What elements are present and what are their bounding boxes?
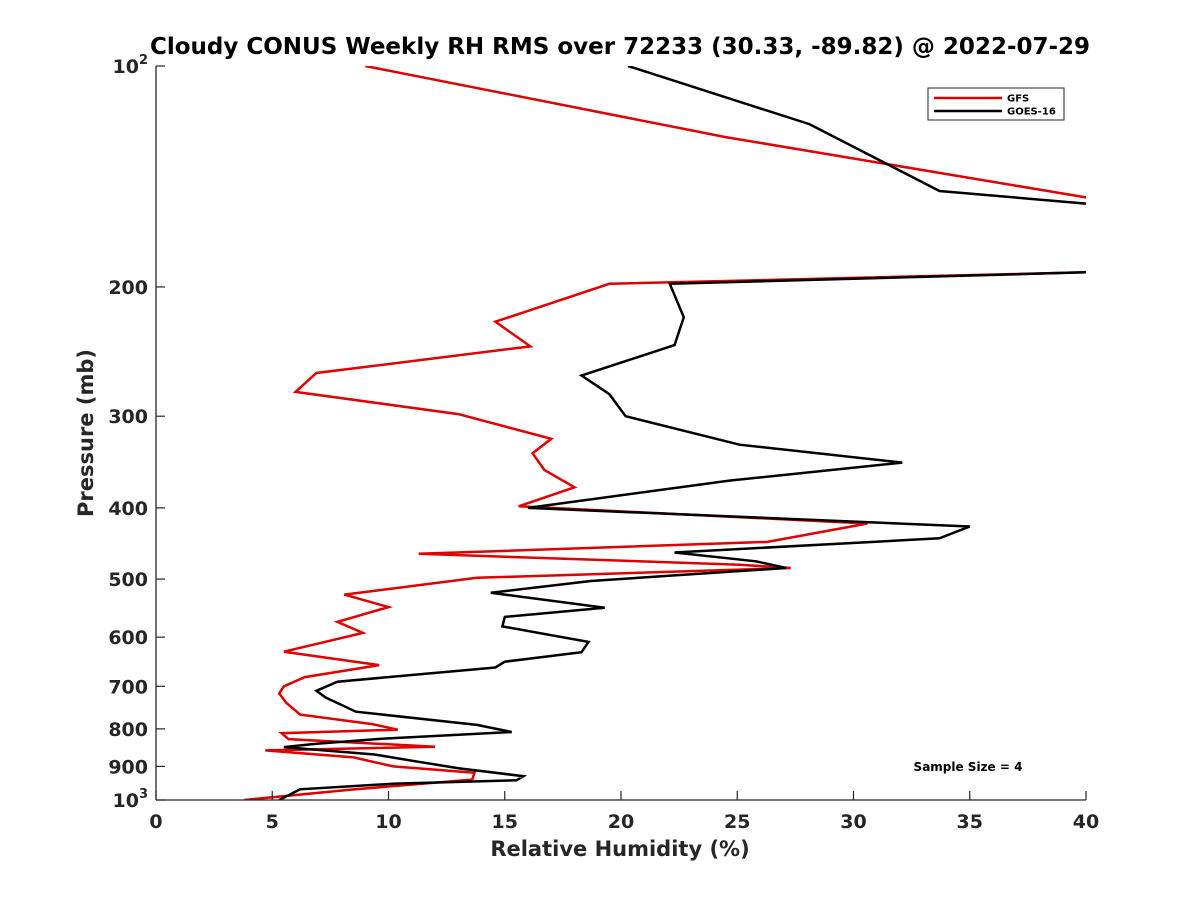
x-tick-label: 30: [840, 811, 866, 833]
y-tick-label: 103: [113, 787, 149, 812]
x-axis-label: Relative Humidity (%): [490, 837, 749, 861]
legend-label-gfs: GFS: [1007, 94, 1029, 105]
y-tick-label: 900: [108, 756, 148, 778]
x-tick-label: 40: [1073, 811, 1099, 833]
y-tick-label: 300: [108, 406, 148, 428]
series-line-gfs: [244, 66, 1086, 800]
legend-box: [927, 87, 1065, 121]
y-tick-label: 800: [108, 719, 148, 741]
sample-size-annotation: Sample Size = 4: [914, 760, 1023, 774]
x-tick-label: 5: [266, 811, 279, 833]
x-tick-label: 35: [957, 811, 983, 833]
y-tick-label: 400: [108, 498, 148, 520]
series-line-goes16: [278, 66, 1086, 800]
y-axis-label: Pressure (mb): [74, 349, 98, 517]
legend-label-goes16: GOES-16: [1007, 107, 1056, 118]
x-tick-label: 15: [492, 811, 518, 833]
legend: GFS GOES-16: [927, 87, 1065, 121]
y-tick-label: 200: [108, 277, 148, 299]
x-tick-label: 10: [375, 811, 401, 833]
chart-title: Cloudy CONUS Weekly RH RMS over 72233 (3…: [150, 34, 1090, 60]
series-layer: [244, 66, 1086, 800]
y-tick-label: 600: [108, 627, 148, 649]
x-tick-label: 25: [724, 811, 750, 833]
x-tick-label: 0: [149, 811, 162, 833]
y-tick-label: 102: [113, 53, 149, 78]
y-tick-label: 500: [108, 569, 148, 591]
axes-layer: [155, 66, 1086, 801]
x-tick-label: 20: [608, 811, 634, 833]
y-tick-label: 700: [108, 676, 148, 698]
x-tick-layer: 0 5 10 15 20 25 30 35 40: [149, 791, 1099, 833]
y-tick-layer: 102 200 300 400 500 600 700 800 900 103: [108, 53, 165, 812]
